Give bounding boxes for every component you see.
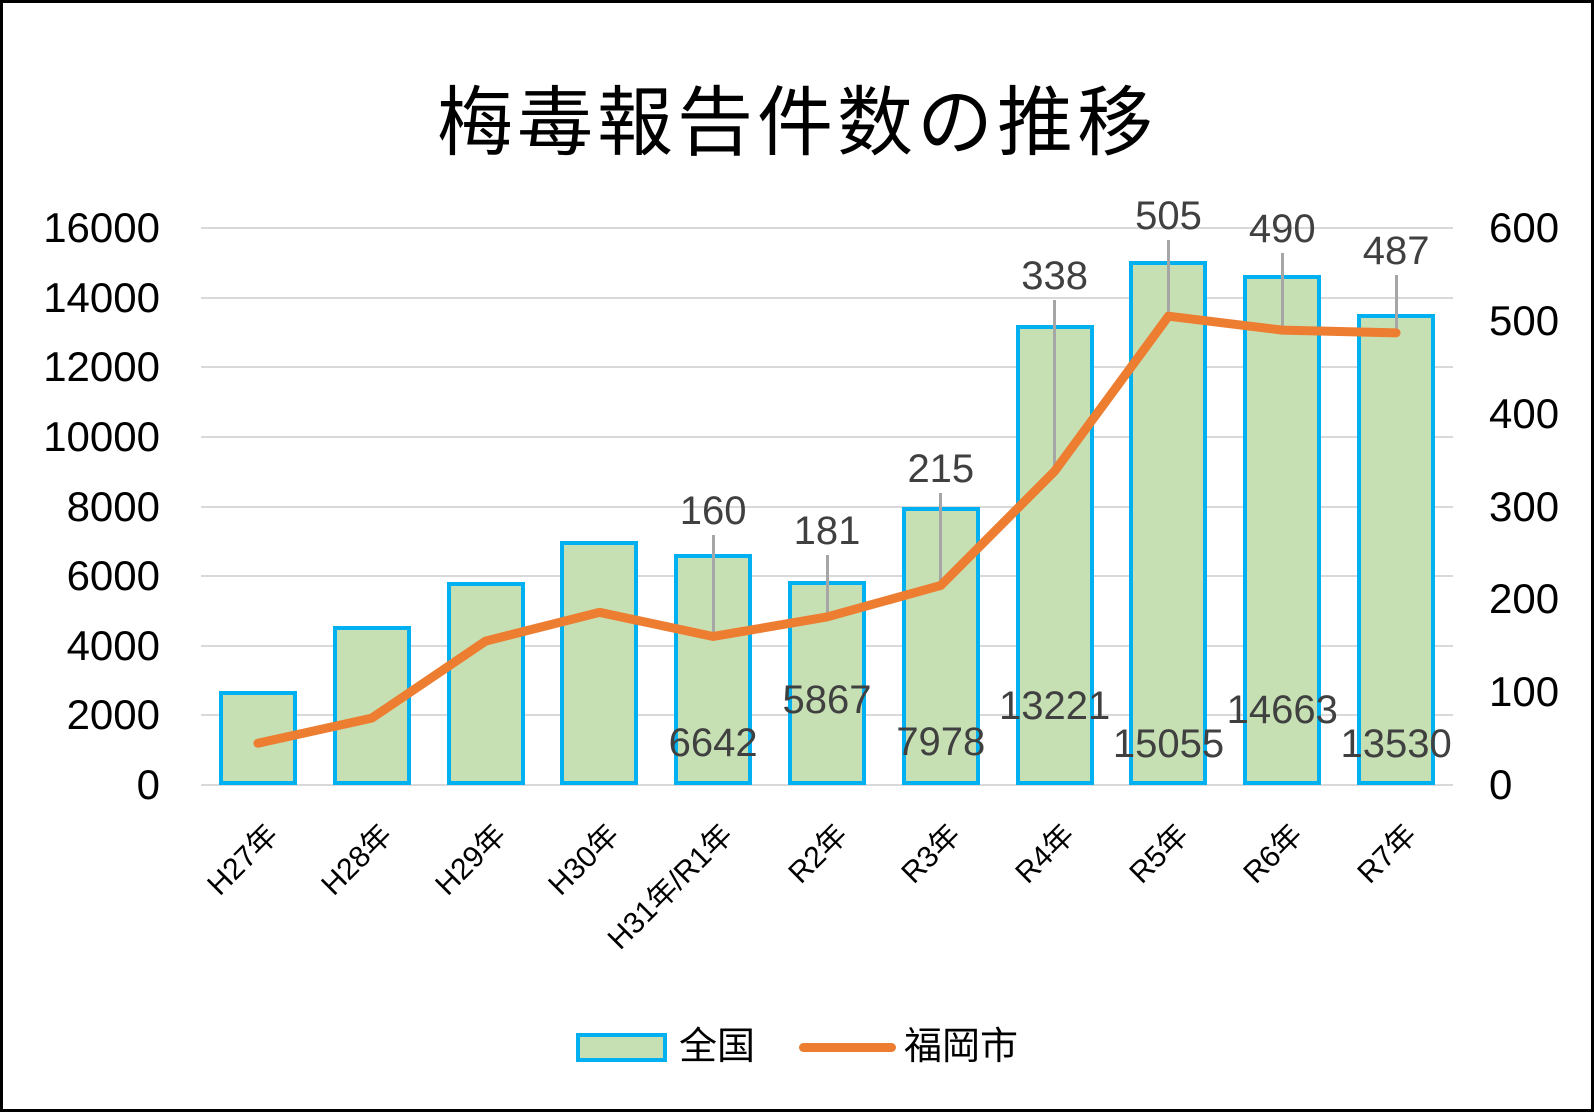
- left-axis-tick-label: 10000: [43, 412, 160, 460]
- left-axis-tick-label: 4000: [66, 621, 160, 669]
- left-axis-tick-label: 0: [136, 761, 160, 808]
- bar: [1357, 313, 1436, 785]
- left-axis-tick-label: 16000: [43, 204, 160, 251]
- gridline: [201, 366, 1453, 369]
- bar-value-label: 5867: [782, 678, 872, 722]
- label-leader-line: [1280, 253, 1284, 331]
- legend-bar-label: 全国: [678, 1026, 755, 1068]
- right-axis-tick-label: 500: [1489, 296, 1560, 344]
- right-axis-tick-label: 200: [1489, 575, 1560, 623]
- legend: 全国 福岡市: [3, 1025, 1591, 1069]
- bar-value-label: 13530: [1340, 722, 1452, 766]
- bar-value-label: 6642: [668, 721, 758, 765]
- legend-line-label: 福岡市: [904, 1026, 1019, 1068]
- gridline: [201, 296, 1453, 299]
- line-value-label: 505: [1135, 194, 1202, 238]
- legend-bar-swatch-icon: [575, 1032, 667, 1062]
- label-leader-line: [711, 535, 715, 637]
- chart-title: 梅毒報告件数の推移: [437, 81, 1157, 166]
- label-leader-line: [825, 555, 829, 617]
- bar-value-label: 14663: [1226, 688, 1338, 732]
- right-axis-tick-label: 100: [1489, 668, 1560, 716]
- line-value-label: 338: [1021, 254, 1088, 298]
- bar-value-label: 7978: [896, 720, 986, 764]
- gridline: [201, 435, 1453, 438]
- right-axis-tick-label: 600: [1489, 204, 1560, 251]
- left-axis-tick-label: 6000: [66, 552, 160, 600]
- label-leader-line: [1166, 240, 1170, 317]
- line-value-label: 490: [1248, 207, 1316, 251]
- gridline: [201, 227, 1453, 229]
- bar: [446, 582, 525, 785]
- label-leader-line: [1053, 300, 1057, 472]
- right-axis-tick-label: 0: [1489, 761, 1513, 808]
- gridline: [201, 784, 1453, 786]
- trend-line: [253, 311, 1401, 748]
- bar: [1243, 274, 1322, 785]
- bar-value-label: 13221: [999, 684, 1111, 728]
- left-axis-tick-label: 14000: [43, 273, 160, 321]
- bar: [788, 580, 866, 785]
- line-value-label: 181: [793, 509, 861, 553]
- label-leader-line: [1394, 275, 1398, 333]
- left-axis-tick-label: 12000: [43, 343, 160, 391]
- bar: [560, 541, 639, 785]
- right-axis-tick-label: 300: [1489, 482, 1560, 530]
- line-value-label: 487: [1362, 229, 1430, 273]
- gridline: [201, 505, 1453, 508]
- label-leader-line: [939, 493, 943, 586]
- left-axis-tick-label: 8000: [66, 482, 160, 530]
- line-value-label: 160: [679, 489, 747, 533]
- line-value-label: 215: [907, 447, 975, 491]
- right-axis-tick-label: 400: [1489, 389, 1560, 437]
- left-axis-tick-label: 2000: [66, 691, 160, 739]
- legend-line-swatch-icon: [799, 1042, 896, 1052]
- bar-value-label: 15055: [1112, 722, 1225, 766]
